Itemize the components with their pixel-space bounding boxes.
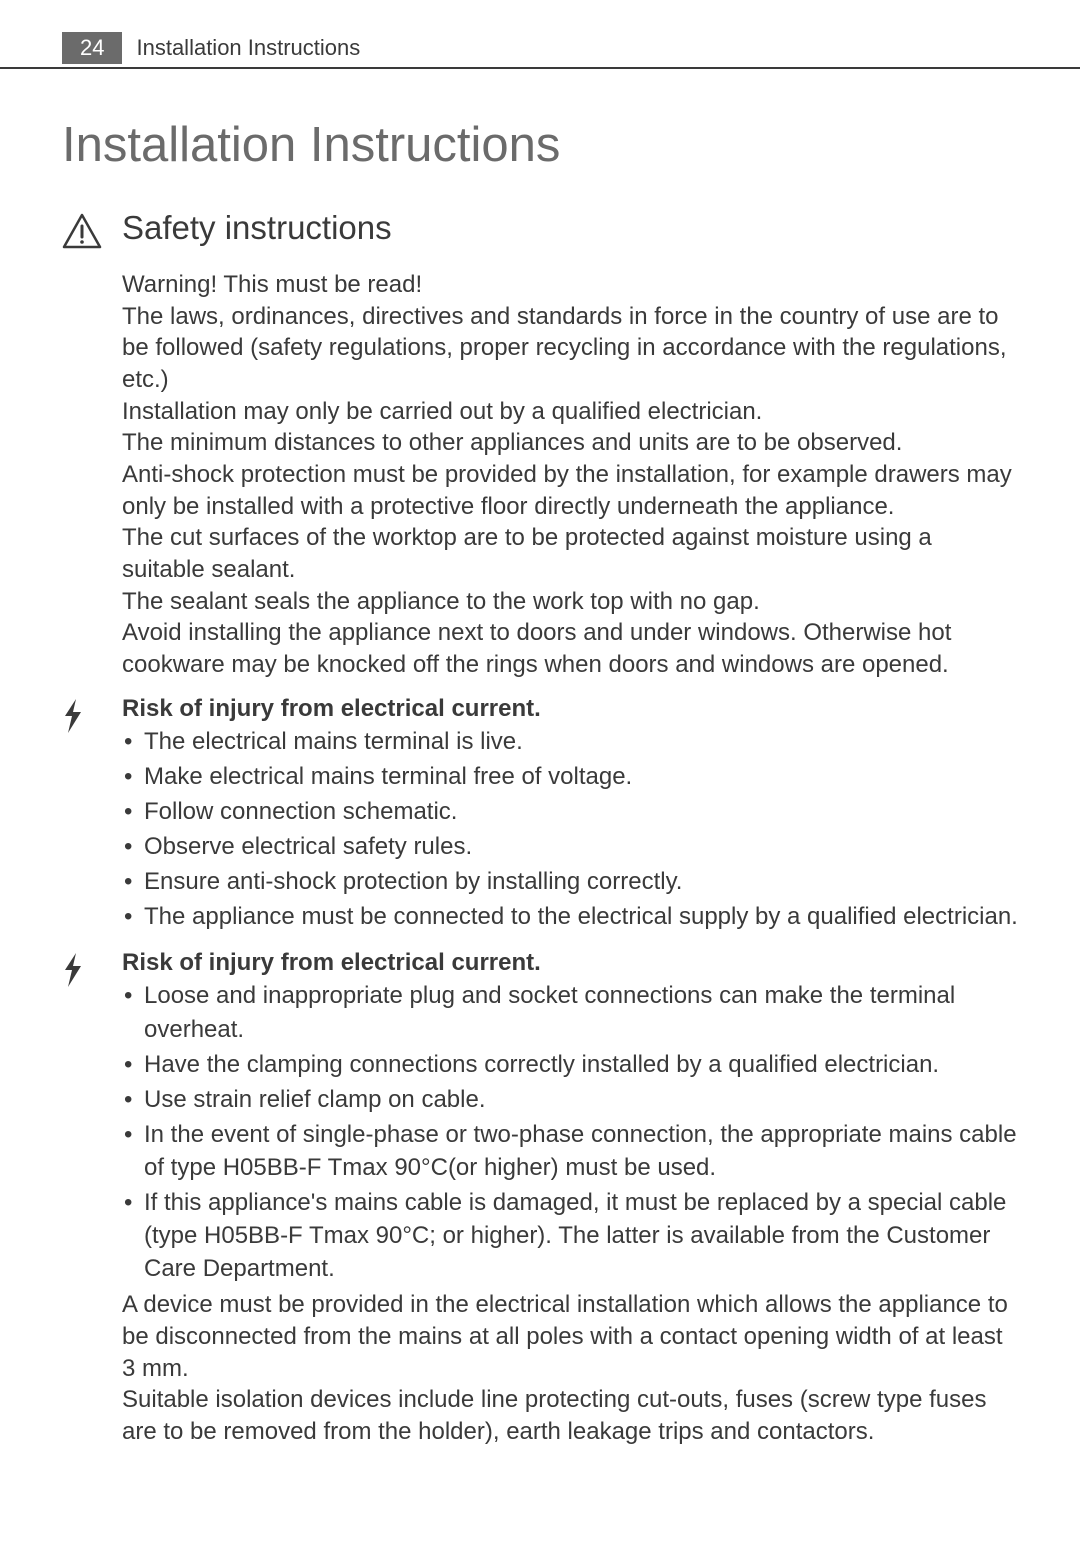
list-item: Loose and inappropriate plug and socket … bbox=[122, 979, 1018, 1045]
risk-section-1: Risk of injury from electrical current. … bbox=[62, 695, 1018, 936]
warning-line: Warning! This must be read! bbox=[122, 269, 1018, 301]
icon-column bbox=[62, 695, 122, 733]
list-item: Observe electrical safety rules. bbox=[122, 830, 1018, 863]
list-item: Follow connection schematic. bbox=[122, 795, 1018, 828]
risk-2-after-1: A device must be provided in the electri… bbox=[122, 1289, 1018, 1384]
safety-para-6: The sealant seals the appliance to the w… bbox=[122, 586, 1018, 618]
risk-2-heading: Risk of injury from electrical current. bbox=[122, 949, 1018, 977]
list-item: If this appliance's mains cable is damag… bbox=[122, 1186, 1018, 1285]
safety-para-7: Avoid installing the appliance next to d… bbox=[122, 617, 1018, 680]
risk-2-after-2: Suitable isolation devices include line … bbox=[122, 1384, 1018, 1447]
page-number-box: 24 bbox=[62, 32, 122, 64]
safety-para-4: Anti-shock protection must be provided b… bbox=[122, 459, 1018, 522]
risk-2-after: A device must be provided in the electri… bbox=[122, 1289, 1018, 1447]
safety-para-5: The cut surfaces of the worktop are to b… bbox=[122, 522, 1018, 585]
icon-column bbox=[62, 949, 122, 987]
list-item: In the event of single-phase or two-phas… bbox=[122, 1118, 1018, 1184]
list-item: The appliance must be connected to the e… bbox=[122, 900, 1018, 933]
list-item: Make electrical mains terminal free of v… bbox=[122, 760, 1018, 793]
lightning-icon bbox=[62, 699, 84, 733]
risk-2-text-column: Risk of injury from electrical current. … bbox=[122, 949, 1018, 1447]
page-number: 24 bbox=[80, 35, 104, 60]
page-header: 24 Installation Instructions bbox=[0, 32, 1080, 69]
list-item: Ensure anti-shock protection by installi… bbox=[122, 865, 1018, 898]
risk-1-list: The electrical mains terminal is live. M… bbox=[122, 725, 1018, 934]
safety-title: Safety instructions bbox=[122, 209, 1018, 247]
list-item: The electrical mains terminal is live. bbox=[122, 725, 1018, 758]
page-content: Installation Instructions Safety instruc… bbox=[0, 117, 1080, 1448]
safety-para-3: The minimum distances to other appliance… bbox=[122, 427, 1018, 459]
safety-body: Warning! This must be read! The laws, or… bbox=[122, 269, 1018, 681]
list-item: Use strain relief clamp on cable. bbox=[122, 1083, 1018, 1116]
list-item: Have the clamping connections correctly … bbox=[122, 1048, 1018, 1081]
safety-section: Safety instructions Warning! This must b… bbox=[62, 209, 1018, 681]
icon-column bbox=[62, 209, 122, 249]
risk-section-2: Risk of injury from electrical current. … bbox=[62, 949, 1018, 1447]
risk-1-text-column: Risk of injury from electrical current. … bbox=[122, 695, 1018, 936]
lightning-icon bbox=[62, 953, 84, 987]
risk-2-list: Loose and inappropriate plug and socket … bbox=[122, 979, 1018, 1285]
safety-para-1: The laws, ordinances, directives and sta… bbox=[122, 301, 1018, 396]
warning-triangle-icon bbox=[62, 213, 102, 249]
main-title: Installation Instructions bbox=[62, 117, 1018, 173]
risk-1-heading: Risk of injury from electrical current. bbox=[122, 695, 1018, 723]
header-section-title: Installation Instructions bbox=[136, 35, 360, 61]
safety-para-2: Installation may only be carried out by … bbox=[122, 396, 1018, 428]
safety-text-column: Safety instructions Warning! This must b… bbox=[122, 209, 1018, 681]
